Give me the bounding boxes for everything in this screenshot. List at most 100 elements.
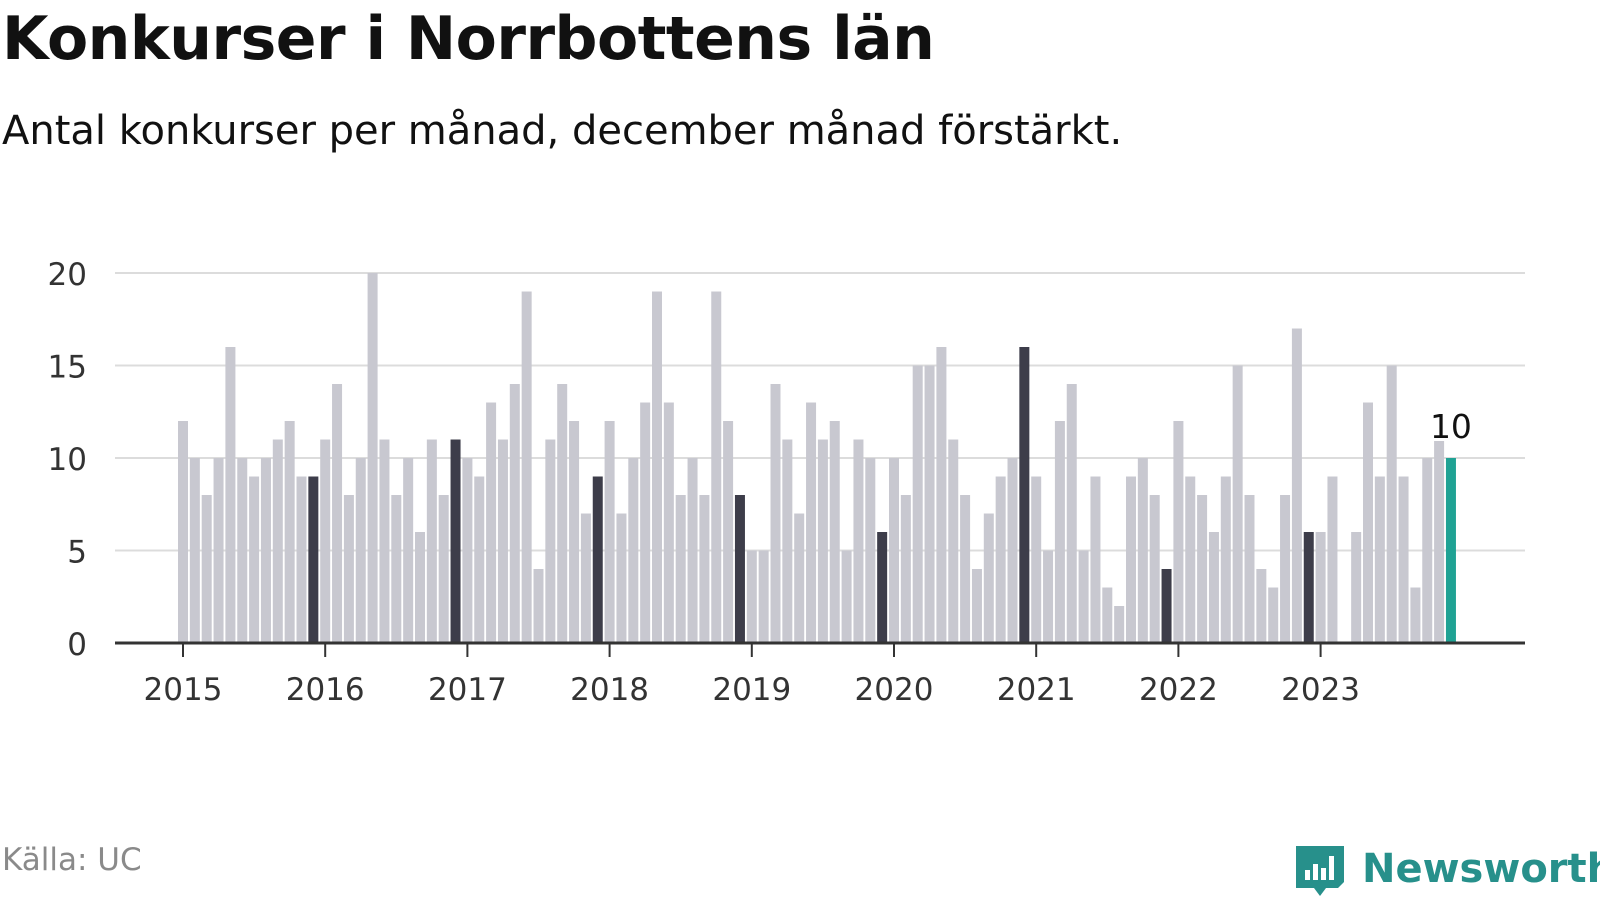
bar: [1291, 328, 1302, 643]
bar: [272, 439, 283, 643]
bar: [758, 550, 769, 643]
x-tick-label: 2021: [997, 672, 1076, 708]
bar: [687, 458, 698, 643]
x-tick-label: 2016: [286, 672, 365, 708]
bar: [391, 495, 402, 643]
bar: [296, 476, 307, 643]
bar: [1114, 606, 1125, 643]
bar: [1043, 550, 1054, 643]
bar: [569, 421, 580, 643]
bar: [794, 513, 805, 643]
bar: [1315, 532, 1326, 643]
bar: [509, 384, 520, 643]
bar: [817, 439, 828, 643]
y-tick-label: 20: [48, 257, 87, 293]
bar: [877, 532, 888, 643]
bar: [924, 365, 935, 643]
chart-title: Konkurser i Norrbottens län: [2, 4, 935, 74]
y-axis: 0 5 10 15 20: [48, 257, 87, 663]
bar: [1220, 476, 1231, 643]
chart-subtitle: Antal konkurser per månad, december måna…: [2, 108, 1123, 154]
bar: [1161, 569, 1172, 643]
bar: [249, 476, 260, 643]
bar: [1445, 458, 1456, 643]
bar: [734, 495, 745, 643]
bar: [367, 273, 378, 643]
bar: [1410, 587, 1421, 643]
bar: [936, 347, 947, 643]
bar: [1327, 476, 1338, 643]
bar: [1422, 458, 1433, 643]
bar: [1386, 365, 1397, 643]
bar: [260, 458, 271, 643]
bar: [652, 291, 662, 643]
bar: [841, 550, 852, 643]
bar: [948, 439, 959, 643]
x-tick-label: 2020: [855, 672, 934, 708]
bar: [189, 458, 200, 643]
bar: [450, 439, 461, 643]
bar: [415, 532, 425, 643]
bars: [178, 273, 1456, 643]
bar: [521, 291, 532, 643]
bar: [1007, 458, 1018, 643]
bar: [426, 439, 437, 643]
bar: [1078, 550, 1089, 643]
bar: [1019, 347, 1030, 643]
bar: [1137, 458, 1148, 643]
brand-name: Newsworthy: [1362, 846, 1600, 892]
y-tick-label: 0: [67, 627, 87, 663]
bar: [829, 421, 840, 643]
bar: [320, 439, 331, 643]
bar: [178, 421, 188, 643]
bar: [1054, 421, 1065, 643]
bar: [604, 421, 615, 643]
bar: [438, 495, 449, 643]
bar: [533, 569, 544, 643]
bar: [284, 421, 295, 643]
bar: [1363, 402, 1373, 643]
x-tick-label: 2017: [428, 672, 507, 708]
x-tick-label: 2022: [1139, 672, 1218, 708]
bar: [699, 495, 710, 643]
bar: [853, 439, 864, 643]
bar: [474, 476, 485, 643]
x-tick-label: 2023: [1281, 672, 1360, 708]
bar: [1232, 365, 1243, 643]
bar: [628, 458, 639, 643]
bar: [486, 402, 497, 643]
bar: [1102, 587, 1113, 643]
data-label: 10: [1430, 407, 1472, 446]
bar: [746, 550, 757, 643]
bar: [912, 365, 923, 643]
bar: [557, 384, 568, 643]
x-tick-label: 2015: [144, 672, 223, 708]
bar: [497, 439, 508, 643]
bar: [640, 402, 651, 643]
bar: [806, 402, 817, 643]
bar: [462, 458, 473, 643]
x-axis: 2015 2016 2017 2018 2019 2020 2021 2022 2023: [115, 641, 1525, 708]
bar: [237, 458, 248, 643]
bar: [213, 458, 224, 643]
bar: [1303, 532, 1314, 643]
bar: [1398, 476, 1409, 643]
bar: [1090, 476, 1101, 643]
bar: [983, 513, 994, 643]
y-tick-label: 15: [48, 350, 87, 386]
bar: [723, 421, 734, 643]
bar: [1374, 476, 1385, 643]
newsworthy-logo-icon: [1296, 846, 1344, 896]
bar: [782, 439, 793, 643]
source-note: Källa: UC: [2, 842, 142, 878]
bar: [580, 513, 591, 643]
bar: [1268, 587, 1279, 643]
bar: [971, 569, 982, 643]
bar: [663, 402, 674, 643]
bar: [308, 476, 319, 643]
bar: [711, 291, 722, 643]
bar: [1149, 495, 1160, 643]
bar: [1173, 421, 1184, 643]
bar: [900, 495, 911, 643]
bar: [592, 476, 603, 643]
